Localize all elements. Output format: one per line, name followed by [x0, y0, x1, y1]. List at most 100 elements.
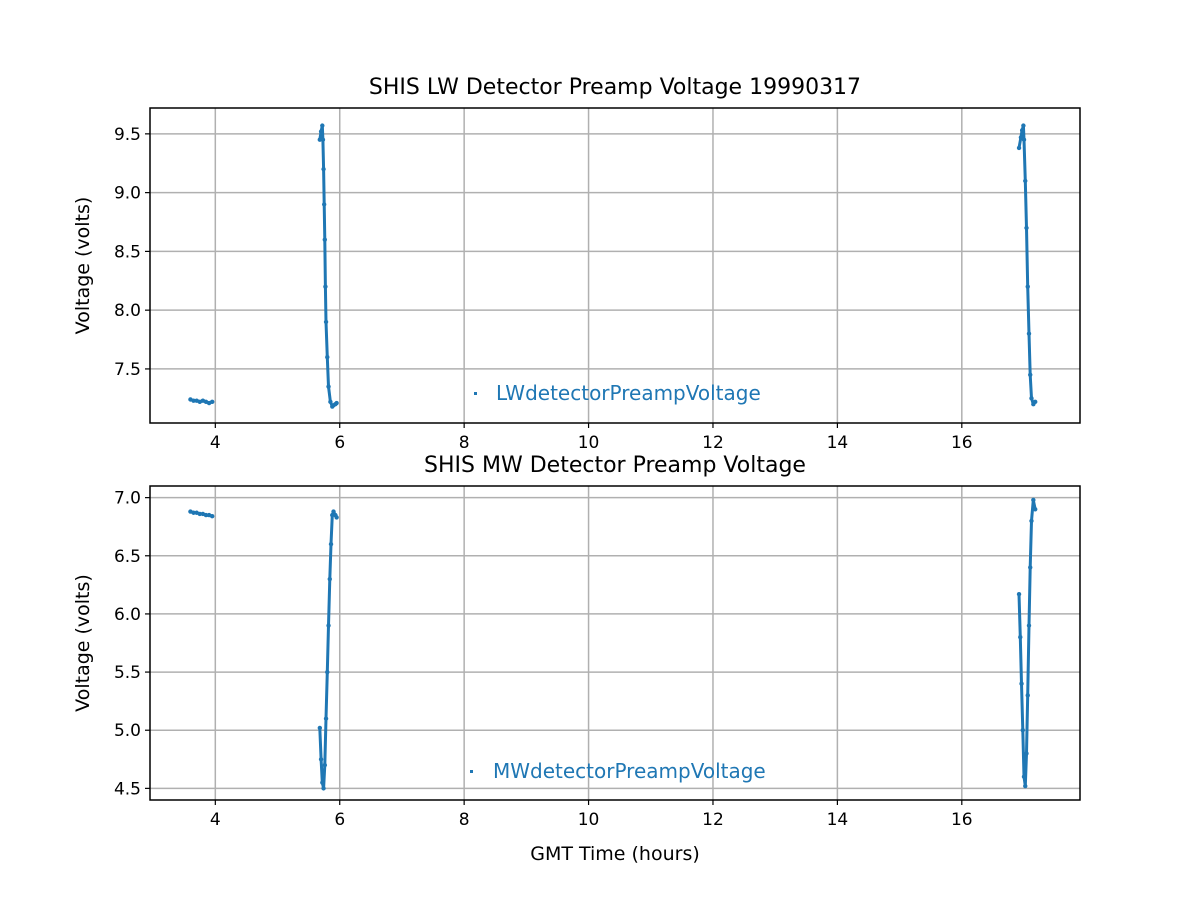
data-point [1018, 135, 1024, 140]
data-points [188, 497, 1038, 791]
x-tick-label: 8 [459, 810, 470, 830]
gridlines [150, 486, 1080, 800]
y-tick-label: 9.0 [114, 184, 141, 204]
legend: LWdetectorPreampVoltage [474, 381, 761, 405]
plot-frame [149, 485, 1081, 801]
legend-marker [470, 770, 473, 773]
data-point [1029, 396, 1034, 401]
y-tick-label: 4.5 [114, 779, 141, 799]
y-tick-label: 5.5 [114, 663, 141, 683]
data-point [323, 319, 329, 325]
axis-ticks: 4 6 8 10 12 14 16 4.5 5.0 5.5 6.0 6.5 7.0 [114, 489, 973, 830]
data-point [330, 512, 335, 518]
data-point [320, 780, 325, 785]
data-point [191, 510, 196, 515]
mw-voltage-panel: SHIS MW Detector Preamp Voltage 4 6 8 10 12 1… [72, 453, 1081, 865]
data-point [1018, 634, 1023, 640]
y-tick-label: 5.0 [114, 721, 141, 741]
data-point [318, 129, 324, 134]
data-point [1021, 123, 1026, 128]
data-point [334, 400, 339, 406]
data-point [317, 137, 323, 142]
data-point [1029, 518, 1034, 524]
chart-title: SHIS MW Detector Preamp Voltage [424, 453, 806, 478]
data-point [197, 511, 202, 517]
data-point [327, 576, 332, 582]
data-point [1021, 137, 1027, 142]
data-point [321, 166, 326, 172]
lw-voltage-panel: SHIS LW Detector Preamp Voltage 19990317… [72, 75, 1081, 453]
data-point [1016, 591, 1022, 597]
data-point [1024, 751, 1029, 756]
legend-label: MWdetectorPreampVoltage [493, 759, 766, 783]
data-point [1023, 178, 1028, 184]
data-point [1019, 128, 1025, 133]
x-tick-label: 10 [578, 433, 600, 453]
data-point [1025, 284, 1030, 289]
data-point [1028, 565, 1033, 570]
y-axis-label: Voltage (volts) [72, 197, 94, 335]
data-point [1021, 774, 1027, 779]
data-point [321, 786, 326, 791]
chart-title: SHIS LW Detector Preamp Voltage 19990317 [369, 75, 861, 100]
x-tick-label: 10 [578, 810, 600, 830]
data-point [203, 512, 209, 518]
data-point [191, 398, 196, 403]
data-points [188, 123, 1038, 409]
data-point [1024, 225, 1029, 231]
data-point [1025, 693, 1030, 698]
x-tick-label: 6 [334, 810, 345, 830]
y-tick-label: 6.5 [114, 547, 141, 567]
data-point [1033, 507, 1038, 512]
x-tick-label: 12 [702, 810, 724, 830]
data-point [1026, 623, 1032, 628]
data-point [321, 202, 327, 207]
data-point [317, 725, 323, 731]
data-point [210, 514, 215, 519]
legend-marker [474, 392, 477, 395]
legend-label: LWdetectorPreampVoltage [496, 381, 761, 405]
data-point [326, 384, 331, 389]
data-point [328, 399, 333, 405]
y-tick-label: 7.0 [114, 489, 141, 509]
data-point [323, 716, 329, 721]
y-tick-label: 9.5 [114, 125, 141, 145]
data-point [1023, 783, 1028, 789]
data-point [1028, 372, 1033, 378]
data-point [325, 669, 330, 675]
data-point [1026, 331, 1032, 336]
x-tick-label: 12 [702, 433, 724, 453]
y-tick-label: 8.5 [114, 242, 141, 262]
x-tick-label: 4 [210, 810, 221, 830]
data-point [1031, 497, 1036, 503]
plot-frame [149, 107, 1081, 424]
data-point [328, 541, 334, 547]
x-tick-label: 14 [827, 810, 849, 830]
x-tick-label: 16 [951, 810, 973, 830]
data-point [320, 137, 326, 142]
data-point [334, 515, 339, 520]
x-axis-label: GMT Time (hours) [530, 843, 700, 865]
y-tick-label: 8.0 [114, 301, 141, 321]
x-tick-label: 16 [951, 433, 973, 453]
y-tick-label: 6.0 [114, 605, 141, 625]
gridlines [150, 108, 1080, 423]
data-point [326, 623, 331, 628]
data-point [322, 237, 328, 242]
axis-ticks: 4 6 8 10 12 14 16 7.5 8.0 8.5 9.0 9.5 [114, 125, 973, 453]
data-point [320, 123, 325, 128]
data-point [331, 509, 336, 514]
data-point [1020, 728, 1025, 733]
data-point [1033, 399, 1038, 405]
data-point [325, 354, 330, 360]
x-tick-label: 4 [210, 433, 221, 453]
data-point [322, 762, 328, 768]
data-point [318, 757, 324, 762]
x-tick-label: 14 [827, 433, 849, 453]
data-point [323, 284, 328, 289]
y-tick-label: 7.5 [114, 360, 141, 380]
data-point [1019, 681, 1024, 686]
y-axis-label: Voltage (volts) [72, 574, 94, 712]
data-point [1016, 145, 1022, 151]
